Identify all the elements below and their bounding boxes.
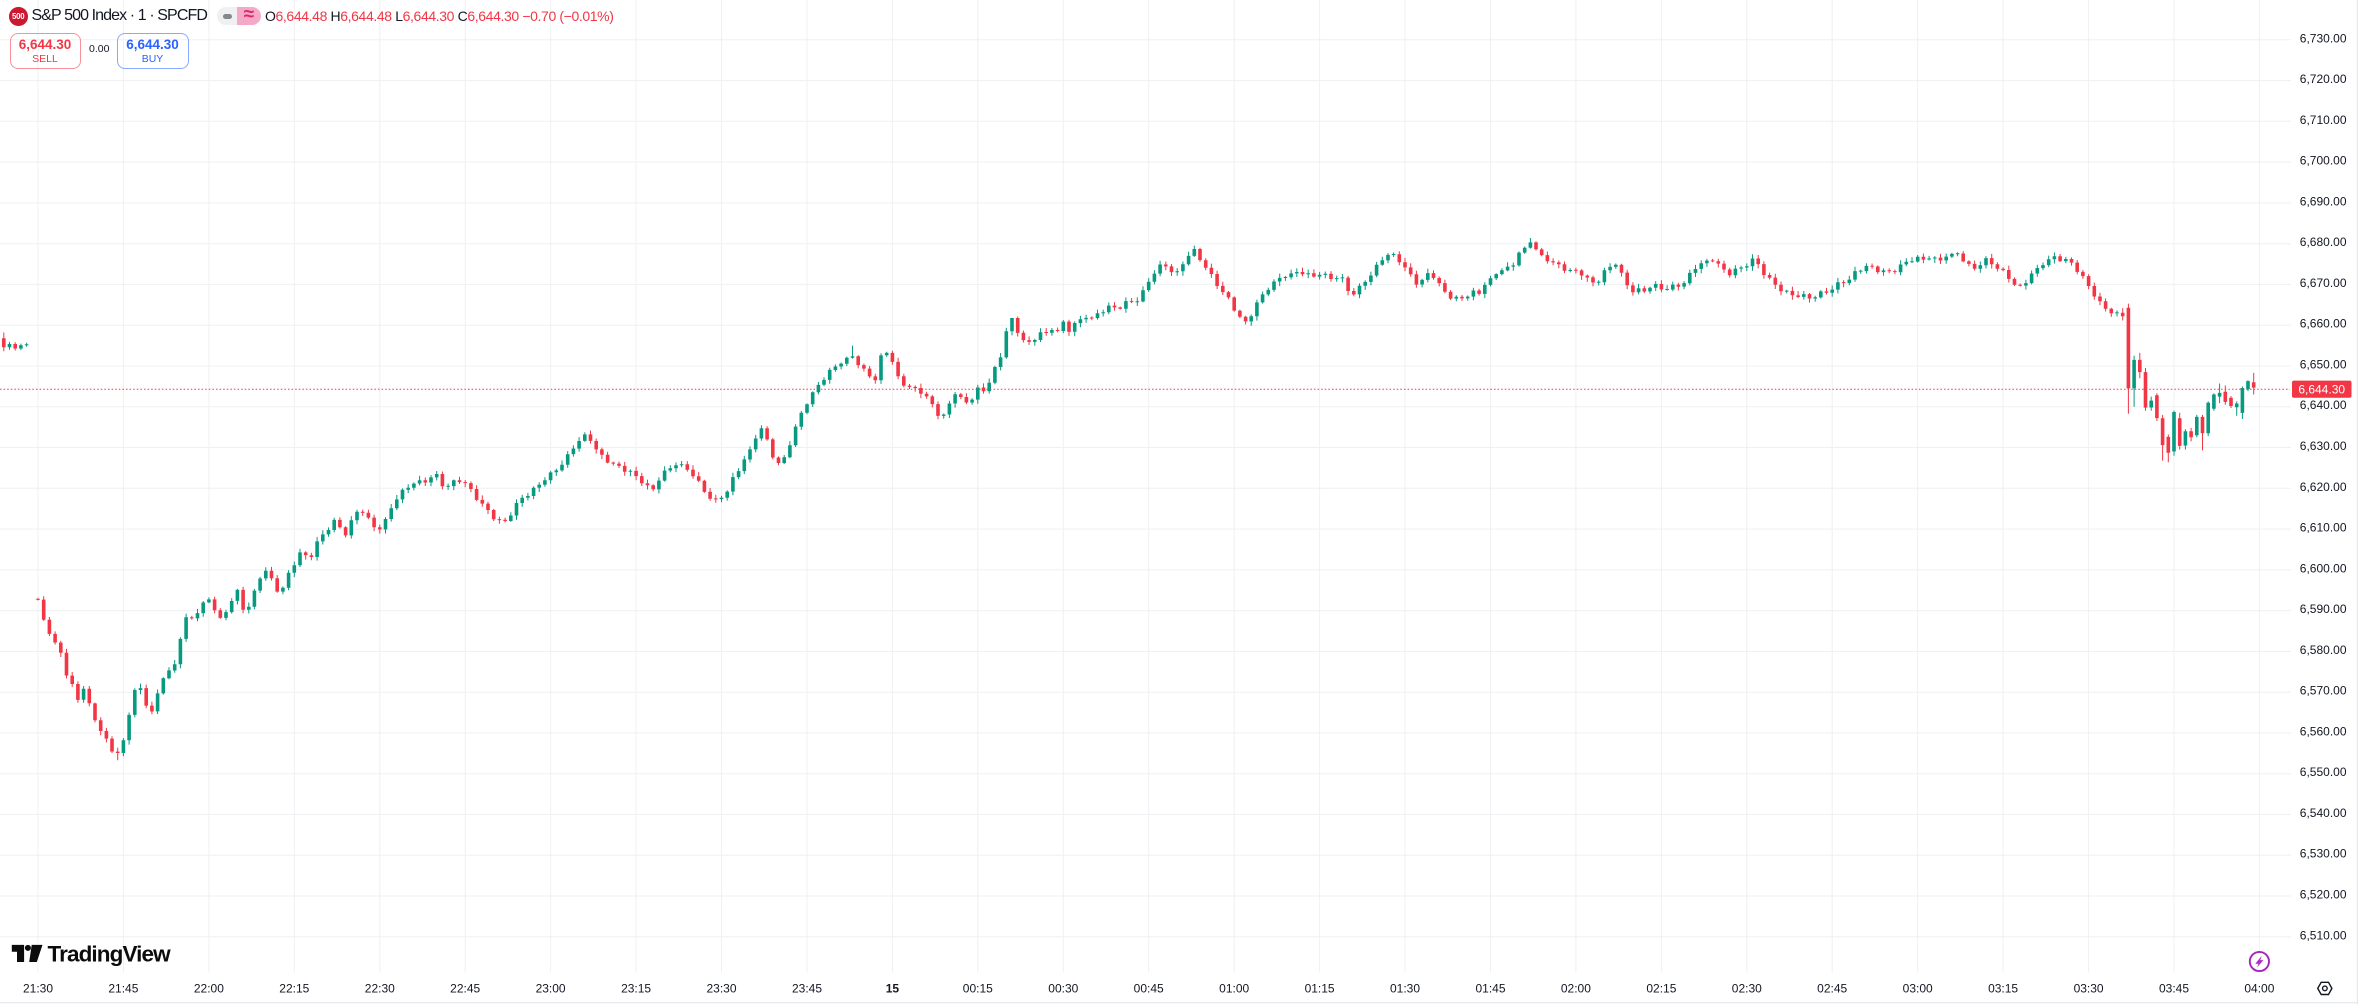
svg-text:00:45: 00:45 (1134, 982, 1164, 996)
svg-text:01:45: 01:45 (1475, 982, 1505, 996)
svg-text:6,540.00: 6,540.00 (2300, 806, 2347, 820)
svg-text:23:30: 23:30 (706, 982, 736, 996)
svg-text:6,510.00: 6,510.00 (2300, 928, 2347, 942)
svg-text:03:00: 03:00 (1903, 982, 1933, 996)
svg-text:6,590.00: 6,590.00 (2300, 602, 2347, 616)
svg-text:02:15: 02:15 (1646, 982, 1676, 996)
svg-text:01:30: 01:30 (1390, 982, 1420, 996)
svg-text:21:30: 21:30 (23, 982, 53, 996)
svg-text:03:30: 03:30 (2074, 982, 2104, 996)
svg-text:6,620.00: 6,620.00 (2300, 480, 2347, 494)
svg-text:6,650.00: 6,650.00 (2300, 358, 2347, 372)
svg-text:6,640.00: 6,640.00 (2300, 398, 2347, 412)
svg-text:6,700.00: 6,700.00 (2300, 154, 2347, 168)
svg-text:00:30: 00:30 (1048, 982, 1078, 996)
svg-text:6,690.00: 6,690.00 (2300, 194, 2347, 208)
svg-text:6,660.00: 6,660.00 (2300, 317, 2347, 331)
svg-text:15: 15 (886, 982, 900, 996)
svg-text:6,644.30: 6,644.30 (2298, 383, 2345, 397)
svg-text:22:30: 22:30 (365, 982, 395, 996)
svg-text:6,520.00: 6,520.00 (2300, 888, 2347, 902)
svg-text:6,600.00: 6,600.00 (2300, 561, 2347, 575)
svg-text:03:15: 03:15 (1988, 982, 2018, 996)
svg-text:6,720.00: 6,720.00 (2300, 72, 2347, 86)
svg-text:6,570.00: 6,570.00 (2300, 684, 2347, 698)
svg-text:02:30: 02:30 (1732, 982, 1762, 996)
svg-text:23:00: 23:00 (536, 982, 566, 996)
svg-text:02:00: 02:00 (1561, 982, 1591, 996)
svg-text:01:00: 01:00 (1219, 982, 1249, 996)
svg-text:23:15: 23:15 (621, 982, 651, 996)
svg-text:22:45: 22:45 (450, 982, 480, 996)
svg-text:00:15: 00:15 (963, 982, 993, 996)
svg-text:6,710.00: 6,710.00 (2300, 113, 2347, 127)
svg-text:04:00: 04:00 (2244, 982, 2274, 996)
svg-text:6,630.00: 6,630.00 (2300, 439, 2347, 453)
svg-text:TradingView: TradingView (48, 942, 172, 967)
svg-text:6,680.00: 6,680.00 (2300, 235, 2347, 249)
svg-text:6,530.00: 6,530.00 (2300, 847, 2347, 861)
svg-text:22:00: 22:00 (194, 982, 224, 996)
svg-text:22:15: 22:15 (279, 982, 309, 996)
svg-text:03:45: 03:45 (2159, 982, 2189, 996)
svg-text:6,560.00: 6,560.00 (2300, 724, 2347, 738)
svg-text:21:45: 21:45 (108, 982, 138, 996)
svg-text:6,670.00: 6,670.00 (2300, 276, 2347, 290)
svg-text:6,730.00: 6,730.00 (2300, 31, 2347, 45)
svg-text:6,610.00: 6,610.00 (2300, 521, 2347, 535)
svg-text:02:45: 02:45 (1817, 982, 1847, 996)
svg-text:01:15: 01:15 (1305, 982, 1335, 996)
svg-text:23:45: 23:45 (792, 982, 822, 996)
svg-text:6,550.00: 6,550.00 (2300, 765, 2347, 779)
svg-text:6,580.00: 6,580.00 (2300, 643, 2347, 657)
